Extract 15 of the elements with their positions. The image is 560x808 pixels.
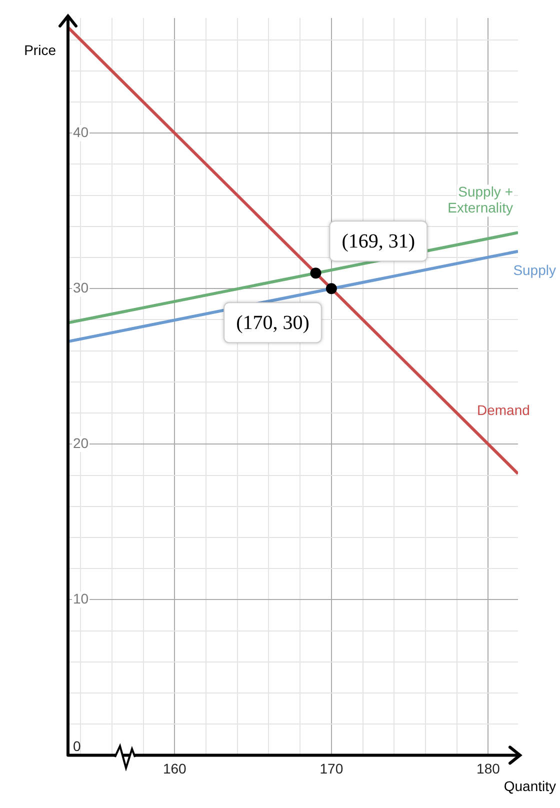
y-tick-label: 20 — [73, 435, 89, 452]
x-tick-label: 160 — [162, 760, 187, 776]
y-axis-title: Price — [24, 42, 56, 58]
y-tick-label: 10 — [73, 590, 89, 607]
y-tick-label: 0 — [73, 738, 81, 754]
annotation: (170, 30) — [236, 312, 310, 334]
series-label: Supply — [513, 262, 556, 278]
series-label: Demand — [477, 402, 530, 418]
annotation: (169, 31) — [342, 230, 416, 252]
x-axis-title: Quantity — [504, 778, 556, 794]
y-tick-label: 40 — [73, 124, 89, 140]
x-tick-label: 180 — [476, 760, 500, 776]
series-label: Supply + Externality — [448, 183, 513, 216]
x-tick-label: 170 — [320, 760, 344, 776]
y-tick-label: 30 — [73, 279, 89, 296]
